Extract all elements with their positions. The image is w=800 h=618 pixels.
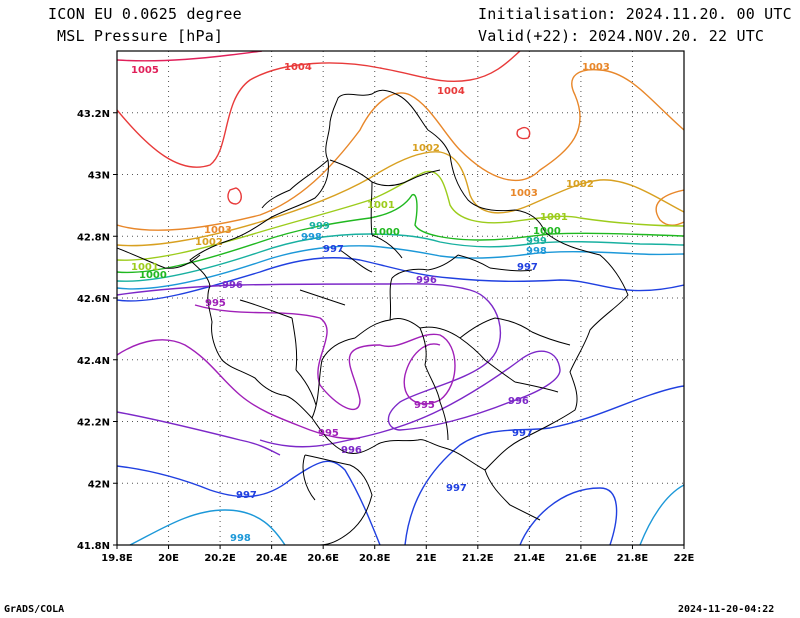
contour-label: 1004	[284, 62, 312, 73]
lat-tick-label: 42.4N	[77, 356, 110, 367]
valid-time: Valid(+22): 2024.NOV.20. 22 UTC	[478, 27, 765, 45]
lon-tick-label: 21E	[416, 553, 437, 564]
lat-tick-label: 42.2N	[77, 418, 110, 429]
lon-tick-label: 20E	[158, 553, 179, 564]
isobar-1004-b	[227, 187, 242, 205]
isobar-995-b	[117, 339, 361, 440]
contour-label: 995	[318, 428, 339, 439]
contour-label: 996	[416, 275, 437, 286]
isobar-997-se2	[519, 487, 618, 545]
isobar-998	[117, 245, 684, 290]
contour-label: 997	[517, 262, 538, 273]
isobar-1001	[117, 170, 684, 261]
model-title: ICON EU 0.0625 degree	[48, 5, 242, 23]
isobar-995	[194, 304, 456, 411]
lon-tick-label: 21.6E	[565, 553, 597, 564]
contour-label: 998	[301, 232, 322, 243]
contour-label: 1000	[533, 226, 561, 237]
contour-label: 1002	[195, 237, 223, 248]
lon-tick-label: 19.8E	[101, 553, 133, 564]
macedonia-border	[484, 469, 541, 521]
contour-label: 1001	[540, 212, 568, 223]
lat-tick-label: 42.6N	[77, 294, 110, 305]
contour-label: 999	[526, 236, 547, 247]
contour-label: 1003	[204, 225, 232, 236]
contour-label: 996	[508, 396, 529, 407]
isobar-997-se	[404, 385, 684, 545]
init-time: Initialisation: 2024.11.20. 00 UTC	[478, 5, 792, 23]
albania-outline	[302, 454, 373, 545]
lon-tick-label: 20.6E	[307, 553, 339, 564]
lat-tick-label: 42N	[88, 479, 110, 490]
lat-tick-label: 41.8N	[77, 541, 110, 552]
lon-tick-label: 20.8E	[359, 553, 391, 564]
isobar-997-s	[117, 460, 381, 545]
isobar-1000	[117, 194, 684, 274]
contour-label: 1000	[372, 227, 400, 238]
contour-label: 997	[236, 490, 257, 501]
lat-tick-label: 43N	[88, 171, 110, 182]
contour-label: 1002	[566, 179, 594, 190]
contour-labels: 1005 100410041003100310031002100210021001…	[131, 62, 610, 544]
contour-label: 1003	[510, 188, 538, 199]
isobar-996-b	[117, 411, 281, 456]
contour-label: 997	[323, 244, 344, 255]
serbia-border	[261, 159, 329, 209]
isobar-999	[117, 233, 684, 282]
contour-label: 996	[341, 445, 362, 456]
isobar-1003-b	[655, 189, 684, 226]
isobar-1003	[117, 68, 684, 231]
contour-label: 1004	[437, 86, 465, 97]
isobar-996	[117, 283, 561, 448]
contour-label: 1001	[131, 262, 159, 273]
contour-label: 997	[512, 428, 533, 439]
software-credit: GrADS/COLA	[4, 604, 65, 615]
lon-tick-label: 22E	[674, 553, 695, 564]
isobar-998-se	[639, 484, 684, 545]
render-timestamp: 2024-11-20-04:22	[678, 604, 775, 615]
lat-tick-label: 43.2N	[77, 109, 110, 120]
isobar-1004-c	[516, 126, 531, 140]
montenegro-border	[117, 247, 201, 269]
country-borders	[117, 89, 629, 545]
axis-ticks: 19.8E 20E 20.2E 20.4E 20.6E 20.8E 21E 21.2E 21.4…	[77, 109, 695, 564]
contour-label: 998	[230, 533, 251, 544]
contour-label: 999	[309, 221, 330, 232]
contour-label: 998	[526, 246, 547, 257]
lon-tick-label: 20.4E	[256, 553, 288, 564]
contour-label: 1001	[367, 200, 395, 211]
lon-tick-label: 20.2E	[204, 553, 236, 564]
isobar-1002	[117, 151, 684, 247]
contour-label: 996	[222, 280, 243, 291]
kosovo-outline	[189, 89, 629, 471]
district-lines	[239, 159, 571, 441]
field-title: MSL Pressure [hPa]	[57, 27, 224, 45]
contour-label: 995	[205, 298, 226, 309]
graticule	[117, 51, 684, 545]
isobars	[117, 51, 684, 545]
isobar-998-s	[129, 509, 286, 545]
contour-label: 1005	[131, 65, 159, 76]
contour-label: 995	[414, 400, 435, 411]
contour-label: 1003	[582, 62, 610, 73]
contour-label: 997	[446, 483, 467, 494]
contour-label: 1002	[412, 143, 440, 154]
lon-tick-label: 21.4E	[514, 553, 546, 564]
lon-tick-label: 21.8E	[617, 553, 649, 564]
lat-tick-label: 42.8N	[77, 232, 110, 243]
isobar-1005	[117, 51, 263, 62]
isobar-997	[117, 257, 684, 302]
contour-label: 1000	[139, 270, 167, 281]
lon-tick-label: 21.2E	[462, 553, 494, 564]
isobar-1004	[117, 51, 521, 168]
